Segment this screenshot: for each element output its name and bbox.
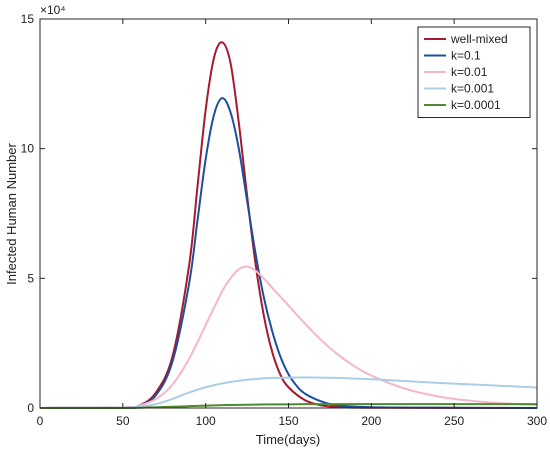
legend-label: well-mixed (450, 32, 508, 46)
x-tick-label: 0 (37, 414, 44, 428)
x-tick-label: 50 (116, 414, 130, 428)
x-axis-ticks: 0 50 100 150 200 250 300 (37, 19, 547, 428)
legend: well-mixed k=0.1 k=0.01 k=0.001 k=0.0001 (417, 26, 531, 118)
legend-label: k=0.01 (451, 65, 488, 79)
x-tick-label: 300 (527, 414, 547, 428)
y-tick-label: 0 (27, 401, 34, 415)
legend-label: k=0.0001 (451, 98, 501, 112)
y-tick-label: 15 (21, 12, 35, 26)
y-axis-multiplier: ×10⁴ (40, 3, 66, 17)
legend-label: k=0.001 (451, 82, 494, 96)
x-tick-label: 250 (444, 414, 464, 428)
x-tick-label: 150 (278, 414, 298, 428)
series-line-3 (39, 376, 538, 409)
x-axis-label: Time(days) (256, 432, 321, 447)
legend-label: k=0.1 (451, 49, 481, 63)
y-axis-label: Infected Human Number (4, 143, 19, 285)
x-tick-label: 200 (361, 414, 381, 428)
series-line-1 (39, 97, 538, 409)
y-axis-ticks: 0 5 10 15 (21, 12, 537, 415)
y-tick-label: 5 (27, 271, 34, 285)
x-tick-label: 100 (196, 414, 216, 428)
series-line-2 (39, 265, 538, 409)
plot-lines (39, 41, 538, 410)
series-line-4 (39, 403, 537, 410)
y-tick-label: 10 (21, 142, 35, 156)
